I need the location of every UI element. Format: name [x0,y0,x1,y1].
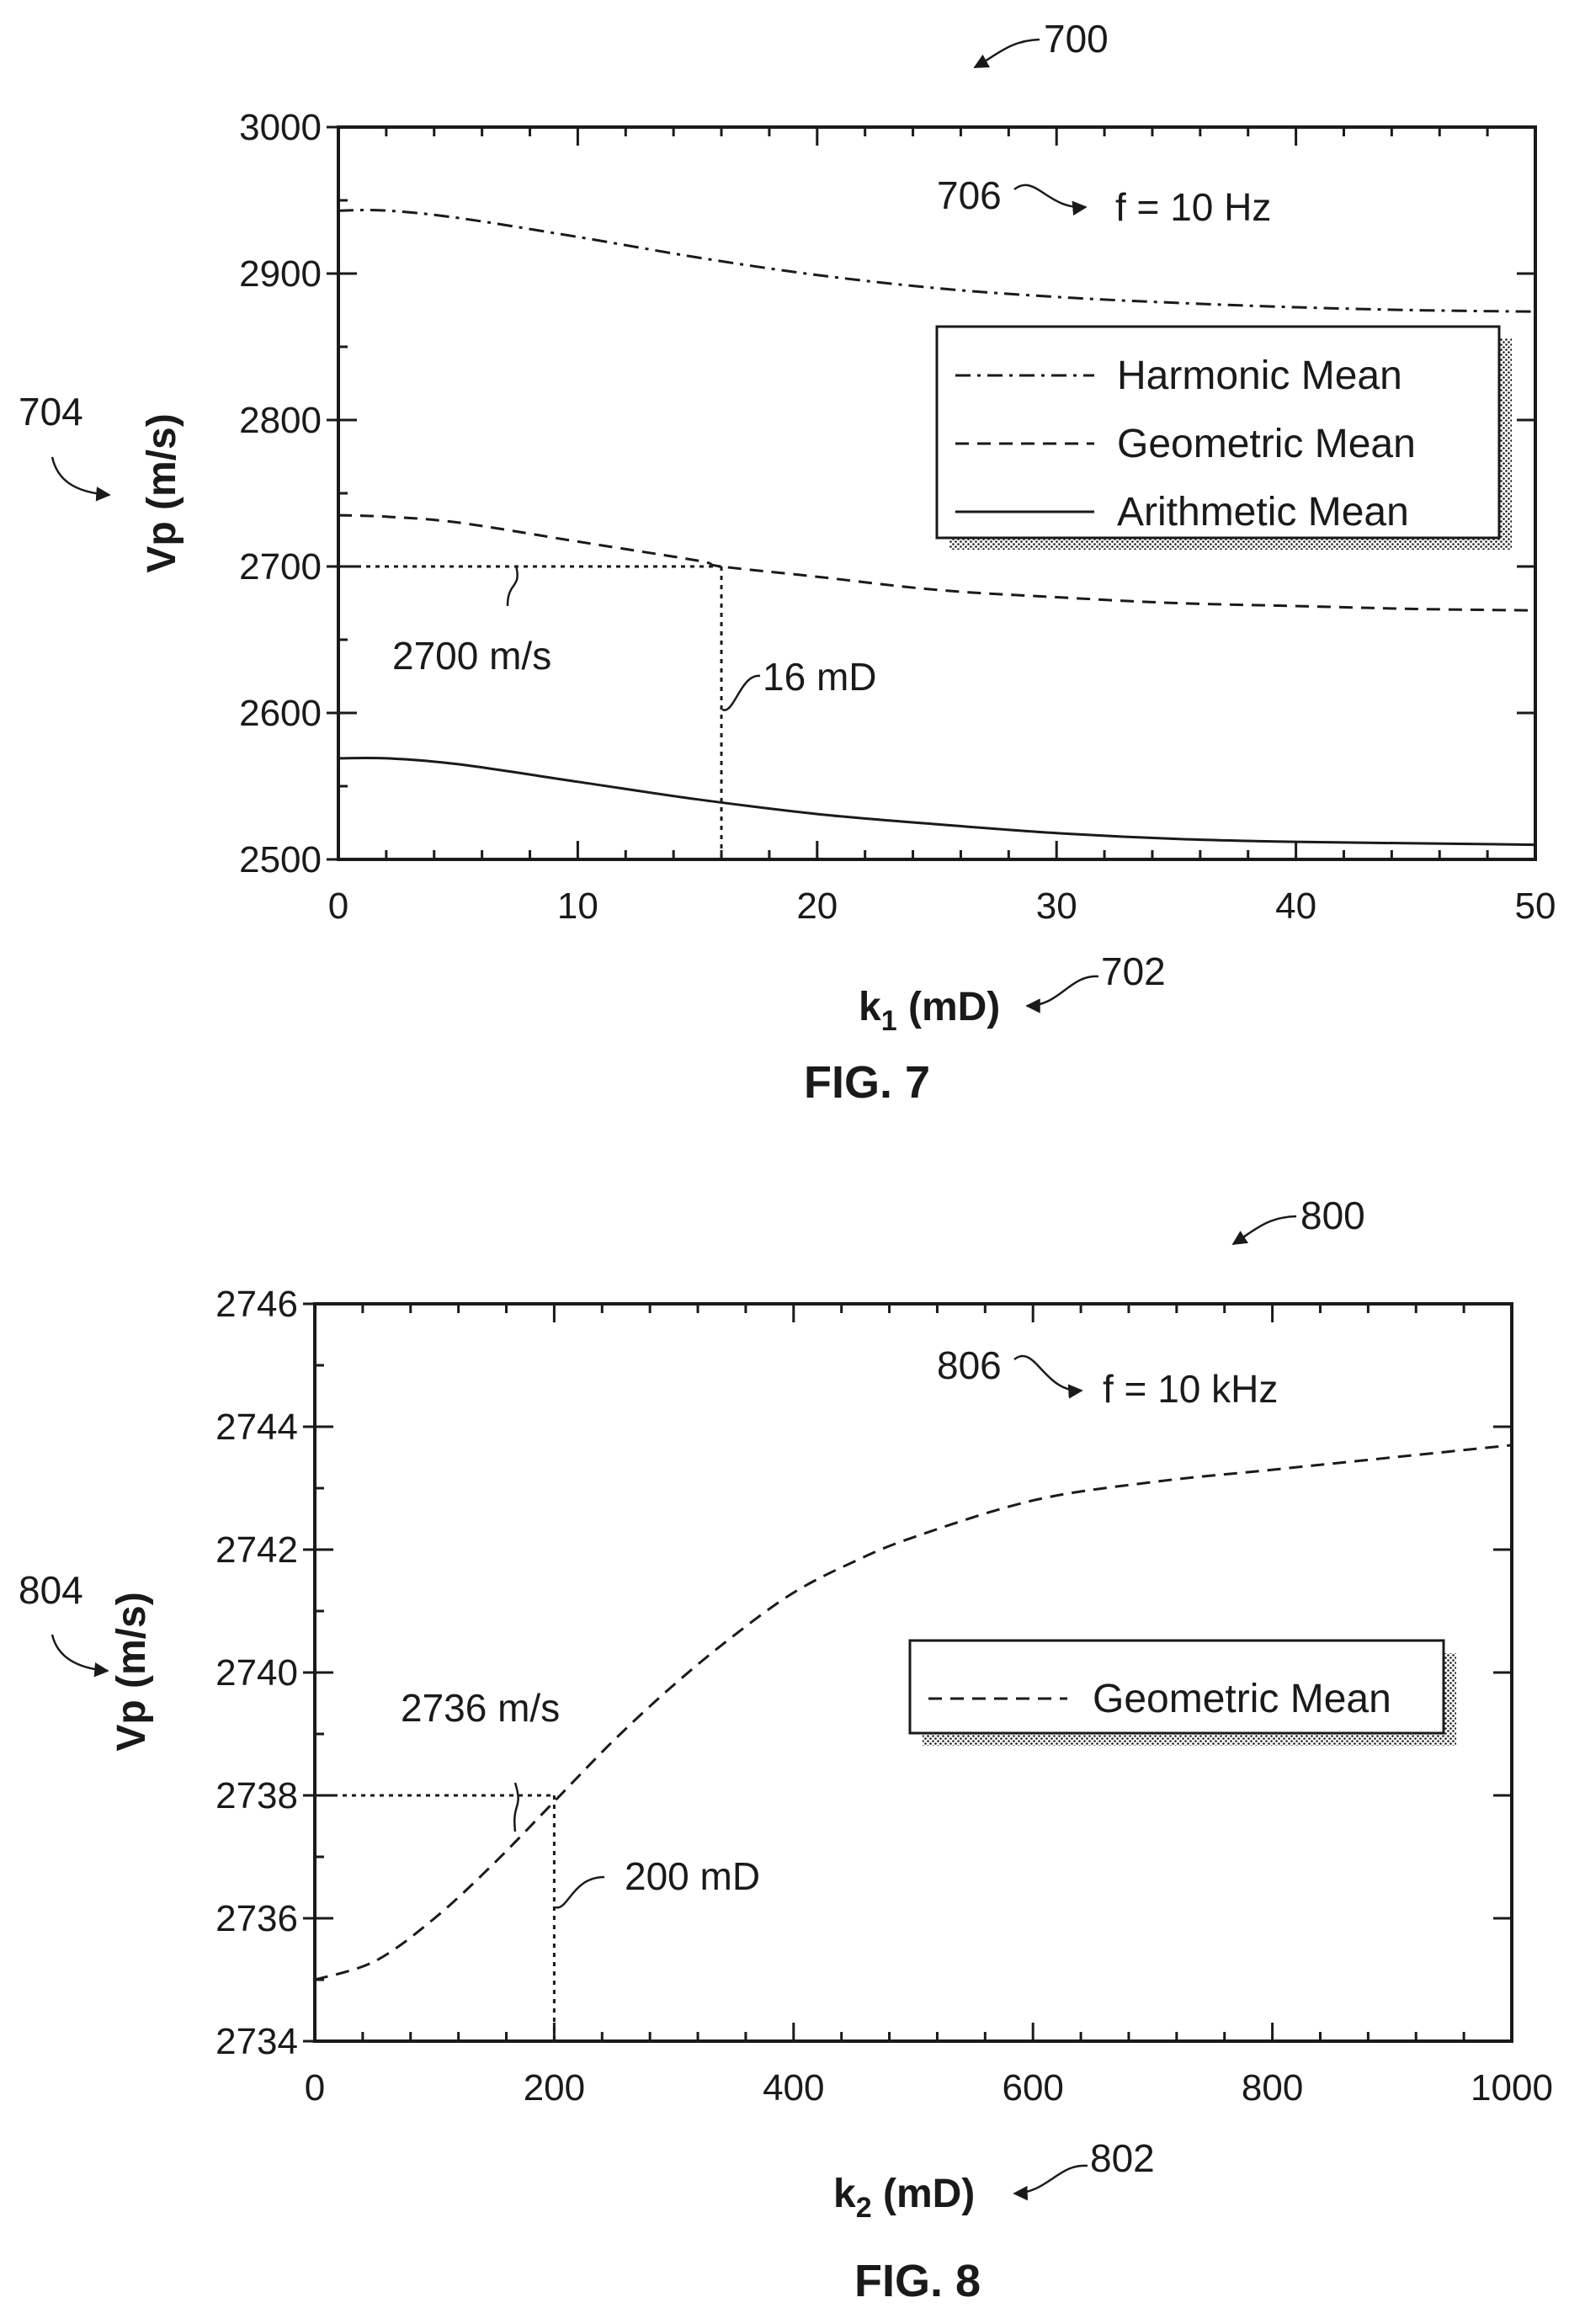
fig8-frequency-annotation: 806 f = 10 kHz [937,1343,1278,1411]
fig7-x-tick-label: 50 [1515,885,1556,927]
fig8-y-tick-label: 2736 [215,1898,298,1939]
fig8-x-tick-label: 200 [524,2067,585,2109]
fig8-y-tick-label: 2738 [215,1775,298,1816]
fig7-legend-box [935,325,1501,540]
fig8-series-lines [314,1444,1513,1981]
fig8-caption: FIG. 8 [854,2256,981,2306]
fig7-legend-label-geometric: Geometric Mean [1117,422,1416,466]
fig8-x-tick-label: 0 [305,2067,325,2109]
fig8-y-axis-ref-arrow [51,1634,109,1678]
fig7-value-annotation: 2700 m/s [392,565,551,678]
fig8-x-axis-unit: (mD) [872,2172,976,2216]
fig8-chart: 800 0 200 400 600 800 1000 2734 2736 2738 2740 274… [19,1194,1553,2306]
fig7-x-axis-subscript: 1 [881,1005,897,1037]
fig8-ref-number: 800 [1300,1194,1365,1237]
fig7-y-tick-label: 2500 [239,839,322,880]
fig7-x-axis-symbol: k [859,985,881,1029]
fig7-ref-arrow [973,38,1040,69]
fig7-y-tick-label: 2800 [239,400,322,441]
fig7-x-tick-label: 20 [796,885,838,927]
fig7-value-leader [506,565,519,607]
fig8-plot-frame [313,1302,1513,2043]
fig8-y-axis-label: Vp (m/s) [109,1592,154,1751]
fig8-x-axis-ref-arrow [1013,2164,1088,2201]
fig7-x-tick-label: 10 [557,885,598,927]
fig8-x-axis-subscript: 2 [856,2192,872,2224]
fig7-x-axis-ref-arrow [1025,975,1099,1013]
fig7-x-axis-label: k1 (mD) [859,985,1000,1037]
fig8-ref-arrow [1231,1215,1297,1246]
fig7-series-harmonic-mean [338,209,1536,313]
fig8-value-label: 2736 m/s [401,1686,560,1730]
fig8-x-tick-label: 800 [1242,2067,1303,2109]
fig7-perm-leader [721,674,761,711]
fig8-x-axis-ref: 802 [1090,2136,1155,2180]
fig7-y-axis-label: Vp (m/s) [140,413,184,572]
fig7-y-tick-label: 3000 [239,107,322,148]
fig8-legend-label-geometric: Geometric Mean [1093,1677,1391,1721]
fig7-series-arithmetic-mean [338,756,1536,847]
fig8-y-axis-ref: 804 [19,1568,83,1612]
fig8-perm-leader [555,1875,605,1909]
fig7-x-axis-unit: (mD) [897,985,1001,1029]
fig8-x-tick-label: 400 [763,2067,824,2109]
fig7-frequency-arrow [1013,183,1088,216]
fig8-y-tick-label: 2734 [215,2021,298,2062]
fig7-ref-indicator: 700 [973,17,1109,69]
fig7-perm-label: 16 mD [763,655,876,699]
fig7-tick-labels: 0 10 20 30 40 50 2500 2600 2700 2800 2900 3000 [239,107,1556,927]
fig7-y-axis-ref-arrow [51,456,111,502]
fig8-y-tick-label: 2746 [215,1284,298,1325]
fig8-reference-guides [315,1794,556,2041]
fig7-legend-label-harmonic: Harmonic Mean [1117,354,1402,398]
fig8-y-tick-label: 2742 [215,1529,298,1571]
fig7-reference-guides [338,565,723,859]
fig7-perm-annotation: 16 mD [721,655,876,711]
fig8-value-leader [513,1782,519,1832]
fig7-x-tick-label: 30 [1036,885,1077,927]
fig7-chart: 700 0 10 20 30 40 50250026002700280029003000 … [19,17,1556,1108]
fig8-x-tick-label: 1000 [1471,2067,1553,2109]
fig7-y-axis-ref: 704 [19,390,83,433]
fig8-value-annotation: 2736 m/s [401,1686,560,1832]
fig7-value-label: 2700 m/s [392,634,551,678]
fig7-x-tick-label: 0 [328,885,348,927]
fig7-frequency-ref: 706 [937,173,1002,217]
fig7-y-axis-title: Vp (m/s) 704 [19,390,184,573]
fig8-frequency-ref: 806 [937,1343,1002,1387]
fig8-series-geometric-mean [314,1444,1513,1981]
fig8-legend-box [908,1639,1445,1735]
fig8-x-axis-title: k2 (mD) 802 [833,2136,1155,2224]
fig8-perm-label: 200 mD [625,1854,760,1898]
fig7-caption: FIG. 7 [804,1057,930,1108]
fig8-x-axis-label: k2 (mD) [833,2172,975,2224]
fig7-frequency-annotation: 706 f = 10 Hz [937,173,1271,229]
fig7-x-tick-label: 40 [1275,885,1316,927]
fig8-tick-labels: 0 200 400 600 800 1000 2734 2736 2738 2740 2742 274… [215,1284,1553,2109]
fig7-legend-label-arithmetic: Arithmetic Mean [1117,490,1409,534]
fig8-ref-indicator: 800 [1231,1194,1365,1246]
fig8-x-tick-label: 600 [1002,2067,1063,2109]
fig7-legend: Harmonic Mean Geometric Mean Arithmetic … [935,325,1512,550]
fig8-legend: Geometric Mean [908,1639,1456,1746]
fig7-ref-number: 700 [1044,17,1109,61]
fig7-series-lines [338,209,1536,847]
fig8-frequency-arrow [1013,1354,1083,1399]
fig7-series-geometric-mean [338,513,1536,612]
fig8-frequency-label: f = 10 kHz [1103,1367,1278,1411]
fig8-y-tick-label: 2744 [215,1407,298,1448]
fig7-x-axis-ref: 702 [1101,949,1166,993]
fig7-x-axis-title: k1 (mD) 702 [859,949,1166,1037]
fig8-perm-annotation: 200 mD [555,1854,760,1909]
fig7-plot-frame [337,125,1537,861]
fig8-x-axis-symbol: k [833,2172,856,2216]
fig8-y-tick-label: 2740 [215,1652,298,1694]
fig8-y-axis-title: Vp (m/s) 804 [19,1568,154,1752]
fig7-y-tick-label: 2600 [239,693,322,734]
fig7-y-tick-label: 2700 [239,546,322,588]
fig7-y-tick-label: 2900 [239,253,322,295]
fig7-frequency-label: f = 10 Hz [1115,185,1271,229]
